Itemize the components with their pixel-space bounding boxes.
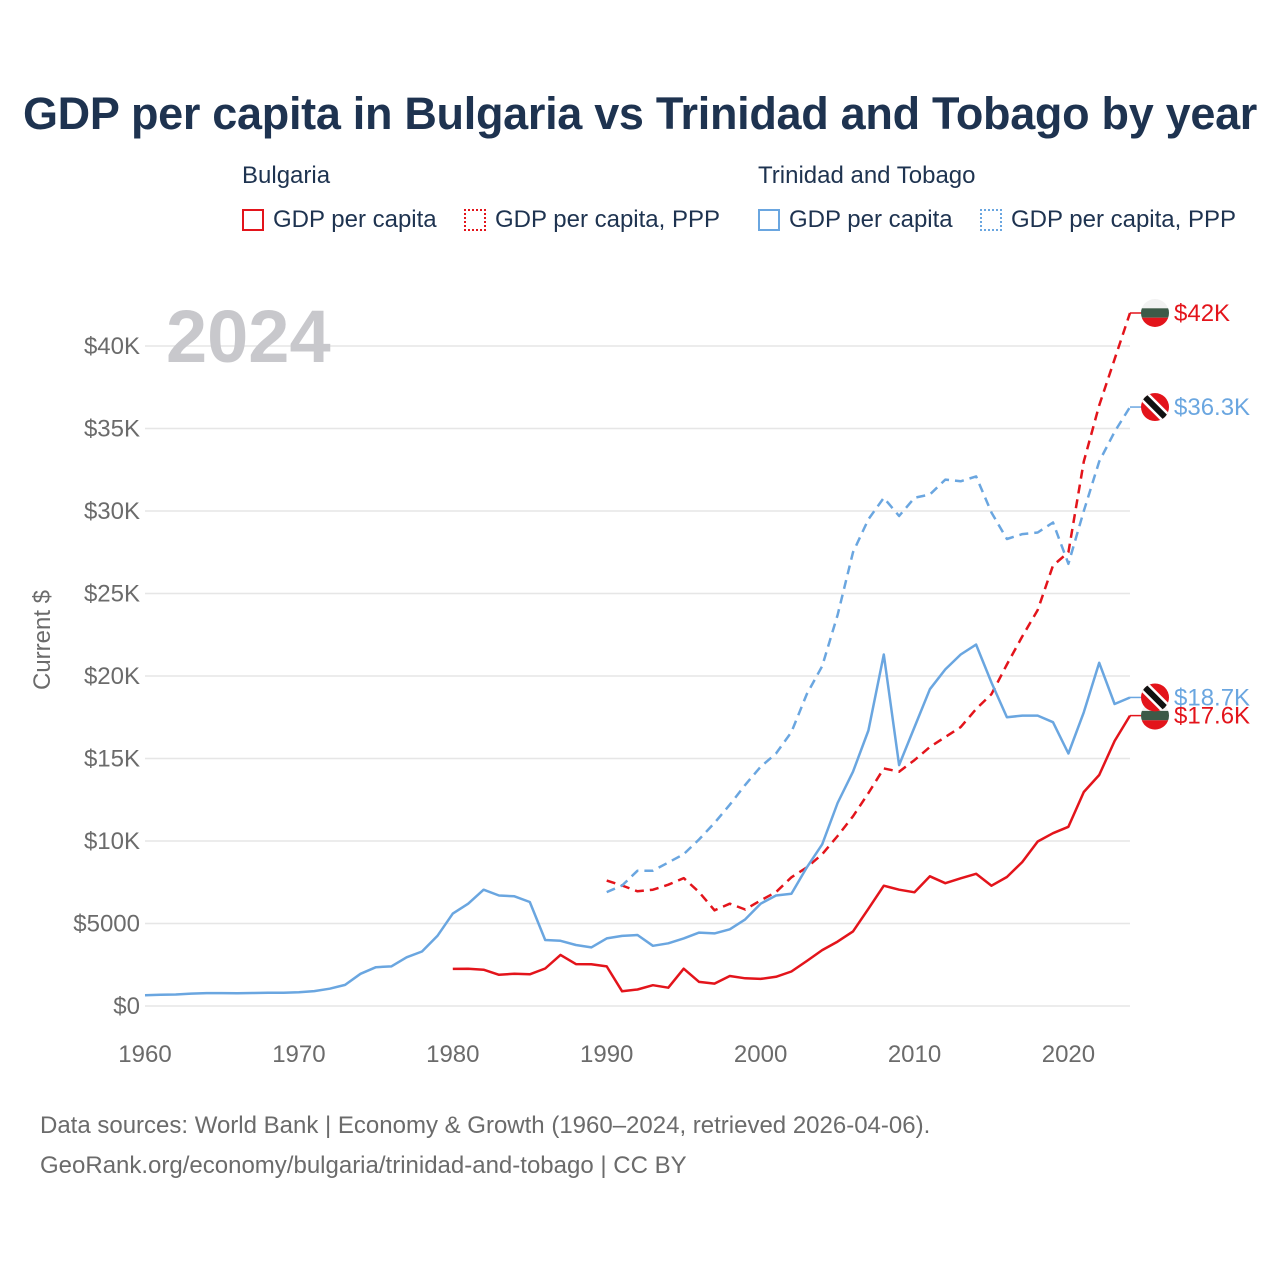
- legend-swatch-solid: [758, 209, 780, 231]
- legend-bulgaria: Bulgaria GDP per capita GDP per capita, …: [242, 162, 742, 242]
- x-tick-label: 1960: [118, 1041, 171, 1068]
- legend-item-trinidad-gdp[interactable]: GDP per capita: [758, 206, 953, 234]
- x-tick-label: 1970: [272, 1041, 325, 1068]
- y-tick-label: $0: [113, 993, 140, 1020]
- legend-label: GDP per capita: [789, 206, 953, 233]
- y-tick-labels: $0 $5000 $10K $15K $20K $25K $30K $35K $40K: [73, 333, 140, 1020]
- year-label: 2024: [166, 295, 331, 378]
- x-tick-label: 1990: [580, 1041, 633, 1068]
- end-value-label: $42K: [1174, 300, 1230, 327]
- end-value-label: $17.6K: [1174, 703, 1250, 730]
- y-tick-label: $35K: [84, 416, 140, 443]
- legend-trinidad: Trinidad and Tobago GDP per capita GDP p…: [758, 162, 1258, 242]
- end-value-label: $36.3K: [1174, 394, 1250, 421]
- trinidad-flag-icon: [1141, 683, 1169, 712]
- series-line-trinidad-ppp[interactable]: [606, 406, 1132, 894]
- trinidad-flag-icon: [1141, 393, 1169, 422]
- legend-item-trinidad-ppp[interactable]: GDP per capita, PPP: [980, 206, 1236, 234]
- x-tick-label: 2010: [888, 1041, 941, 1068]
- end-value-label: $18.7K: [1174, 684, 1250, 711]
- legend-country-trinidad: Trinidad and Tobago: [758, 162, 976, 189]
- y-axis-label: Current $: [29, 590, 56, 690]
- gridlines: [145, 345, 1130, 1007]
- series-line-trinidad-gdp[interactable]: [144, 643, 1131, 997]
- footer-link[interactable]: GeoRank.org/economy/bulgaria/trinidad-an…: [40, 1152, 687, 1179]
- legend-label: GDP per capita, PPP: [495, 206, 720, 233]
- y-tick-label: $20K: [84, 663, 140, 690]
- x-tick-label: 1980: [426, 1041, 479, 1068]
- x-tick-label: 2020: [1042, 1041, 1095, 1068]
- footer: Data sources: World Bank | Economy & Gro…: [40, 1106, 930, 1186]
- legend-item-bulgaria-gdp[interactable]: GDP per capita: [242, 206, 437, 234]
- y-tick-label: $10K: [84, 828, 140, 855]
- legend-country-bulgaria: Bulgaria: [242, 162, 331, 189]
- end-markers: $17.6K $42K $18.7K $36.3K: [1130, 299, 1250, 730]
- bulgaria-flag-icon: [1141, 299, 1169, 327]
- legend-swatch-dotted: [980, 209, 1002, 231]
- y-tick-label: $15K: [84, 746, 140, 773]
- footer-sources: Data sources: World Bank | Economy & Gro…: [40, 1112, 931, 1139]
- legend-swatch-dotted: [464, 209, 486, 231]
- y-tick-label: $5000: [73, 911, 140, 938]
- chart-title: GDP per capita in Bulgaria vs Trinidad a…: [22, 88, 1258, 139]
- series-lines: [144, 312, 1132, 997]
- y-tick-label: $30K: [84, 498, 140, 525]
- series-line-bulgaria-gdp[interactable]: [452, 714, 1132, 993]
- legend-item-bulgaria-ppp[interactable]: GDP per capita, PPP: [464, 206, 720, 234]
- y-tick-label: $25K: [84, 581, 140, 608]
- x-tick-label: 2000: [734, 1041, 787, 1068]
- legend-label: GDP per capita: [273, 206, 437, 233]
- line-chart: $0 $5000 $10K $15K $20K $25K $30K $35K $40K 1960…: [29, 295, 1250, 1068]
- legend-label: GDP per capita, PPP: [1011, 206, 1236, 233]
- series-line-bulgaria-ppp[interactable]: [606, 312, 1132, 912]
- legend-swatch-solid: [242, 209, 264, 231]
- y-tick-label: $40K: [84, 333, 140, 360]
- x-tick-labels: 1960 1970 1980 1990 2000 2010 2020: [118, 1041, 1095, 1068]
